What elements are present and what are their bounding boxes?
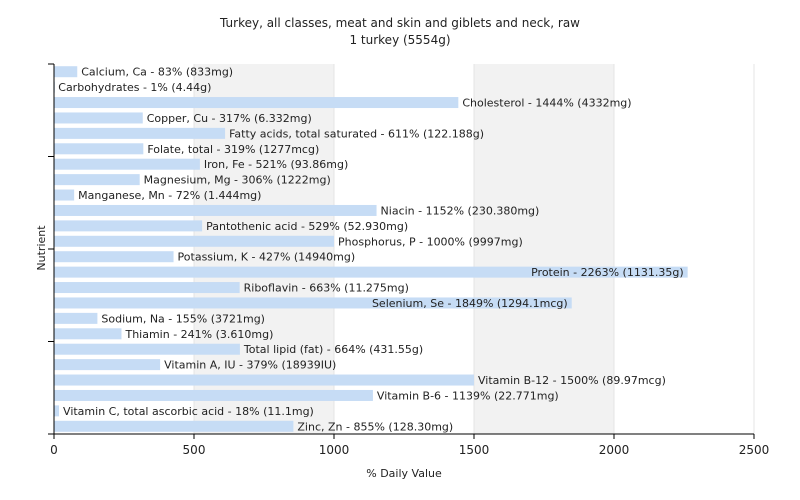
bar — [54, 158, 200, 170]
chart-subtitle: 1 turkey (5554g) — [349, 33, 450, 47]
bar — [54, 204, 377, 216]
x-tick-label: 2000 — [599, 443, 630, 457]
bar-label: Thiamin - 241% (3.610mg) — [124, 328, 273, 341]
axes: 0 500 1000 1500 2000 2500 — [48, 63, 770, 457]
bar-label: Copper, Cu - 317% (6.332mg) — [147, 112, 312, 125]
bar-label: Zinc, Zn - 855% (128.30mg) — [297, 420, 453, 433]
bar-label: Vitamin C, total ascorbic acid - 18% (11… — [63, 405, 314, 418]
bar-label: Vitamin B-12 - 1500% (89.97mcg) — [478, 374, 666, 387]
grid-band — [194, 64, 334, 434]
bar — [54, 266, 688, 278]
y-axis-label: Nutrient — [35, 225, 48, 271]
bar-label: Magnesium, Mg - 306% (1222mg) — [144, 174, 331, 187]
bar-label: Folate, total - 319% (1277mcg) — [147, 143, 319, 156]
chart-title: Turkey, all classes, meat and skin and g… — [219, 16, 580, 30]
bar-label: Calcium, Ca - 83% (833mg) — [81, 66, 233, 79]
bar-label: Total lipid (fat) - 664% (431.55g) — [243, 343, 423, 356]
x-axis-label: % Daily Value — [366, 467, 442, 480]
bar-label: Carbohydrates - 1% (4.44g) — [58, 81, 211, 94]
bar — [54, 143, 144, 155]
x-tick-label: 0 — [50, 443, 58, 457]
bar — [54, 220, 203, 232]
bar-label: Vitamin A, IU - 379% (18939IU) — [164, 359, 336, 372]
bar — [54, 235, 334, 247]
bar — [54, 359, 161, 371]
bar-label: Iron, Fe - 521% (93.86mg) — [204, 158, 348, 171]
bar — [54, 297, 572, 309]
bars: Calcium, Ca - 83% (833mg) Carbohydrates -… — [54, 66, 688, 433]
bar-label: Manganese, Mn - 72% (1.444mg) — [78, 189, 261, 202]
bar-label: Niacin - 1152% (230.380mg) — [381, 204, 540, 217]
bar — [54, 127, 226, 139]
bar-label: Sodium, Na - 155% (3721mg) — [101, 312, 265, 325]
bar — [54, 389, 373, 401]
bar-label: Fatty acids, total saturated - 611% (122… — [229, 127, 484, 140]
bar-label: Vitamin B-6 - 1139% (22.771mg) — [377, 389, 559, 402]
x-tick-label: 1500 — [459, 443, 490, 457]
x-tick-label: 500 — [183, 443, 206, 457]
bar — [54, 312, 98, 324]
bar — [54, 97, 459, 109]
bar — [54, 251, 174, 263]
bar-label: Pantothenic acid - 529% (52.930mg) — [206, 220, 408, 233]
bar — [54, 328, 122, 340]
bar — [54, 343, 240, 355]
bar-label: Riboflavin - 663% (11.275mg) — [244, 282, 409, 295]
bar — [54, 405, 60, 417]
bar — [54, 282, 240, 294]
bar-label: Cholesterol - 1444% (4332mg) — [462, 97, 631, 110]
bar — [54, 112, 143, 124]
bar — [54, 189, 75, 201]
bar-label: Protein - 2263% (1131.35g) — [531, 266, 684, 279]
grid — [53, 64, 755, 434]
bar-label: Phosphorus, P - 1000% (9997mg) — [338, 235, 523, 248]
bar — [54, 420, 294, 432]
bar — [54, 174, 140, 186]
grid-band — [474, 64, 614, 434]
bar — [54, 374, 474, 386]
bar-label: Selenium, Se - 1849% (1294.1mcg) — [372, 297, 568, 310]
x-tick-label: 2500 — [739, 443, 770, 457]
x-tick-label: 1000 — [319, 443, 350, 457]
bar — [54, 66, 78, 78]
bar-label: Potassium, K - 427% (14940mg) — [178, 251, 356, 264]
